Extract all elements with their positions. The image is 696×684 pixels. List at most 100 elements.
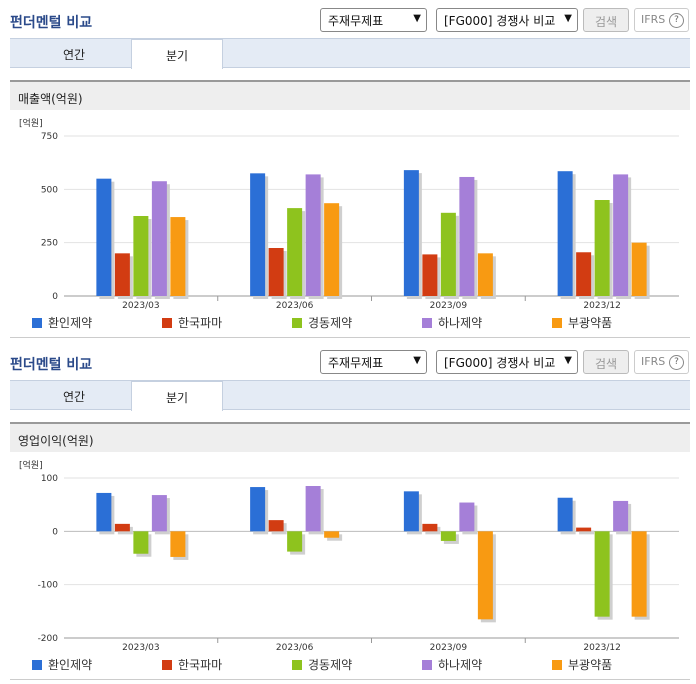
legend-item[interactable]: 경동제약 [292,314,352,331]
revenue-bar-chart: [억원] 0 250 500 750 2023/03 2023/06 2023/09 2023/… [19,117,679,310]
bar[interactable] [459,502,475,532]
legend-label: 환인제약 [48,316,93,330]
search-button[interactable]: 검색 [583,350,629,374]
bar[interactable] [613,174,629,296]
bar[interactable] [287,208,303,296]
bar[interactable] [287,531,303,552]
legend-item[interactable]: 부광약품 [552,656,612,673]
bar[interactable] [268,248,284,296]
bar[interactable] [422,523,438,532]
bar[interactable] [576,252,592,296]
legend-item[interactable]: 경동제약 [292,656,352,673]
bar[interactable] [133,531,149,554]
bar[interactable] [324,203,340,296]
x-tick-label: 2023/03 [122,643,159,652]
panel-title: 펀더멘털 비교 [10,15,93,31]
legend-label: 한국파마 [178,658,223,672]
period-tabs: 연간 분기 [10,38,690,69]
bar[interactable] [170,217,186,296]
bar[interactable] [305,486,321,532]
legend-item[interactable]: 한국파마 [162,656,222,673]
bar[interactable] [114,253,130,296]
bar[interactable] [96,492,112,532]
x-tick-label: 2023/09 [430,643,468,652]
legend-item[interactable]: 부광약품 [552,314,612,331]
tab-annual[interactable]: 연간 [62,48,86,62]
bar[interactable] [305,174,321,296]
bar[interactable] [250,487,266,532]
bar[interactable] [613,500,629,532]
statement-select[interactable]: 주재무제표 ▼ [320,350,427,374]
legend-item[interactable]: 한국파마 [162,314,222,331]
legend-label: 한국파마 [178,316,223,330]
y-tick-label: 500 [41,185,58,195]
help-icon[interactable]: ? [669,13,684,28]
bar[interactable] [250,173,266,296]
panel-title: 펀더멘털 비교 [10,357,93,373]
help-icon[interactable]: ? [669,355,684,370]
fundamental-panel-revenue: 펀더멘털 비교 주재무제표 ▼ [FG000] 경쟁사 비교 ▼ 검색 IFRS… [10,8,690,338]
bar[interactable] [268,520,284,532]
legend-item[interactable]: 환인제약 [32,656,92,673]
legend-item[interactable]: 하나제약 [422,656,482,673]
y-tick-label: 0 [52,527,58,537]
legend-item[interactable]: 환인제약 [32,314,92,331]
tab-quarterly[interactable]: 분기 [131,39,223,69]
bar[interactable] [576,527,592,532]
legend-label: 환인제약 [48,658,93,672]
bar[interactable] [96,178,112,296]
legend-label: 부광약품 [568,658,613,672]
x-tick-label: 2023/06 [276,301,314,310]
search-button[interactable]: 검색 [583,8,629,32]
operating-profit-bar-chart: [억원] -200 -100 0 100 2023/03 2023/06 2023/09 202… [19,459,679,652]
unit-label: [억원] [19,117,43,129]
bar[interactable] [324,531,340,538]
bar[interactable] [557,171,573,296]
legend-swatch [32,318,42,328]
bar[interactable] [477,531,493,620]
bar[interactable] [594,531,610,617]
legend-swatch [162,660,172,670]
bar[interactable] [170,531,186,557]
legend-label: 하나제약 [438,658,483,672]
bar[interactable] [594,200,610,296]
bar[interactable] [477,253,493,296]
chevron-down-icon: ▼ [413,13,421,24]
legend-swatch [422,660,432,670]
section-title: 영업이익(억원) [10,422,690,452]
legend-label: 하나제약 [438,316,483,330]
peer-group-select-value: [FG000] 경쟁사 비교 [444,356,556,370]
ifrs-button[interactable]: IFRS ? [634,350,689,374]
bar[interactable] [151,181,167,296]
legend-item[interactable]: 하나제약 [422,314,482,331]
peer-group-select[interactable]: [FG000] 경쟁사 비교 ▼ [436,8,578,32]
chevron-down-icon: ▼ [564,355,572,366]
unit-label: [억원] [19,459,43,471]
bar[interactable] [114,523,130,532]
bar[interactable] [422,254,438,296]
ifrs-button[interactable]: IFRS ? [634,8,689,32]
x-tick-label: 2023/06 [276,643,314,652]
bar[interactable] [631,242,647,296]
bar[interactable] [557,497,573,532]
legend-swatch [162,318,172,328]
statement-select-value: 주재무제표 [328,14,384,28]
bar[interactable] [151,495,167,532]
statement-select[interactable]: 주재무제표 ▼ [320,8,427,32]
fundamental-panel-operating-profit: 펀더멘털 비교 주재무제표 ▼ [FG000] 경쟁사 비교 ▼ 검색 IFRS… [0,342,696,684]
bar[interactable] [403,170,419,296]
bar[interactable] [403,491,419,532]
statement-select-value: 주재무제표 [328,356,384,370]
bar[interactable] [133,216,149,296]
bar[interactable] [440,531,456,541]
bar[interactable] [440,212,456,296]
peer-group-select[interactable]: [FG000] 경쟁사 비교 ▼ [436,350,578,374]
tab-quarterly[interactable]: 분기 [131,381,223,411]
bar[interactable] [459,176,475,296]
chevron-down-icon: ▼ [564,13,572,24]
chevron-down-icon: ▼ [413,355,421,366]
bar[interactable] [631,531,647,617]
legend-label: 경동제약 [308,316,353,330]
section-title: 매출액(억원) [10,80,690,110]
tab-annual[interactable]: 연간 [62,390,86,404]
